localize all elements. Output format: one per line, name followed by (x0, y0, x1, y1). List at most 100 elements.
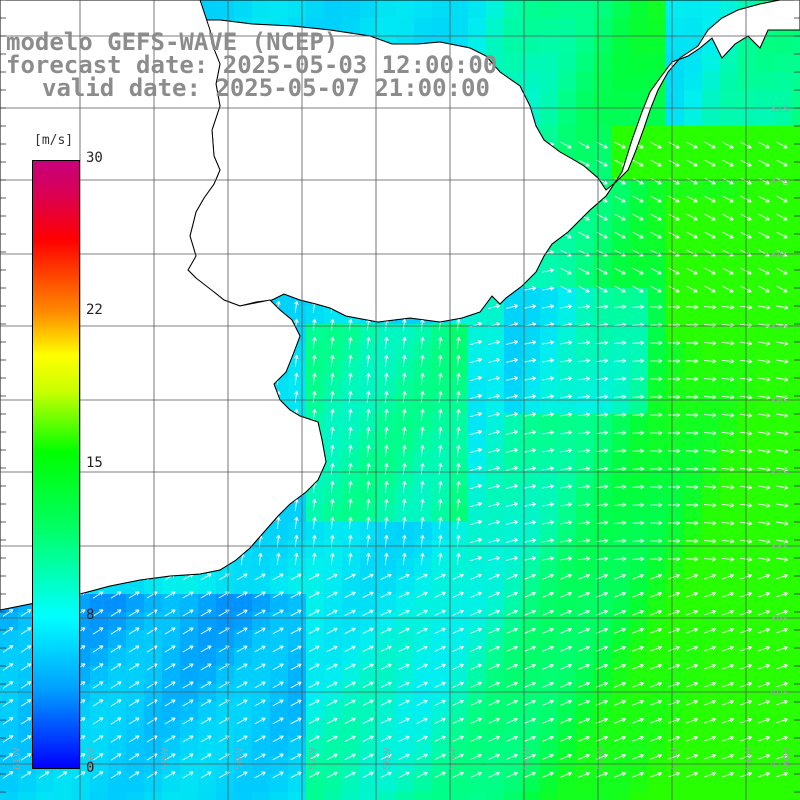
wind-speed-cell (612, 792, 630, 800)
wind-speed-cell (396, 684, 414, 702)
wind-speed-cell (450, 774, 468, 792)
wind-arrow (384, 516, 389, 530)
wind-speed-cell (774, 216, 792, 234)
wind-speed-cell (360, 324, 378, 342)
wind-arrow (384, 552, 389, 566)
wind-speed-cell (522, 306, 540, 324)
wind-speed-cell (666, 504, 684, 522)
wind-speed-cell (594, 738, 612, 756)
wind-speed-cell (378, 486, 396, 504)
wind-speed-cell (306, 522, 324, 540)
wind-speed-cell (360, 450, 378, 468)
wind-speed-cell (306, 0, 324, 18)
wind-speed-cell (648, 450, 666, 468)
wind-arrow (758, 573, 771, 580)
wind-arrow (200, 771, 212, 779)
latitude-label: 38S (770, 542, 789, 553)
wind-arrow (434, 627, 446, 634)
wind-arrow (560, 141, 572, 149)
wind-speed-cell (342, 18, 360, 36)
wind-arrow (542, 430, 555, 435)
wind-speed-cell (468, 522, 486, 540)
wind-speed-cell (126, 702, 144, 720)
wind-arrow (326, 753, 338, 761)
wind-speed-cell (450, 684, 468, 702)
longitude-label: 58W (234, 747, 245, 770)
wind-speed-cell (414, 702, 432, 720)
wind-speed-cell (720, 702, 738, 720)
wind-speed-cell (702, 360, 720, 378)
wind-speed-cell (612, 360, 630, 378)
wind-arrow (456, 552, 461, 566)
wind-speed-cell (792, 324, 800, 342)
wind-arrow (294, 516, 299, 530)
wind-speed-cell (792, 288, 800, 306)
wind-speed-cell (18, 666, 36, 684)
wind-speed-cell (702, 342, 720, 360)
wind-arrow (703, 466, 717, 472)
wind-speed-cell (774, 90, 792, 108)
wind-speed-cell (774, 468, 792, 486)
wind-speed-cell (270, 522, 288, 540)
wind-speed-cell (720, 504, 738, 522)
wind-speed-cell (342, 0, 360, 18)
wind-arrow (704, 753, 717, 760)
wind-arrow (560, 556, 573, 561)
wind-arrow (416, 771, 428, 779)
wind-arrow (470, 394, 483, 400)
wind-speed-cell (414, 792, 432, 800)
wind-speed-cell (774, 522, 792, 540)
wind-speed-cell (540, 54, 558, 72)
wind-speed-cell (522, 396, 540, 414)
wind-speed-cell (738, 630, 756, 648)
wind-speed-cell (378, 342, 396, 360)
wind-arrow (362, 717, 374, 725)
wind-speed-cell (432, 450, 450, 468)
wind-speed-cell (396, 522, 414, 540)
wind-speed-cell (468, 396, 486, 414)
wind-arrow (402, 462, 407, 476)
wind-arrow (506, 717, 518, 724)
wind-arrow (614, 753, 626, 760)
wind-speed-cell (252, 720, 270, 738)
wind-arrow (290, 717, 302, 725)
wind-speed-cell (576, 576, 594, 594)
wind-arrow (667, 448, 681, 454)
wind-speed-cell (288, 648, 306, 666)
wind-speed-cell (612, 270, 630, 288)
wind-speed-cell (450, 702, 468, 720)
wind-arrow (110, 771, 122, 779)
wind-speed-cell (702, 162, 720, 180)
wind-speed-cell (666, 450, 684, 468)
wind-arrow (776, 771, 789, 778)
wind-arrow (384, 534, 389, 548)
wind-speed-cell (288, 522, 306, 540)
wind-speed-cell (162, 738, 180, 756)
wind-speed-cell (576, 36, 594, 54)
wind-arrow (488, 394, 501, 399)
wind-arrow (613, 358, 627, 364)
wind-arrow (326, 699, 338, 707)
wind-speed-cell (252, 702, 270, 720)
wind-speed-cell (612, 180, 630, 198)
wind-speed-cell (432, 666, 450, 684)
wind-speed-cell (756, 648, 774, 666)
wind-speed-cell (288, 756, 306, 774)
wind-speed-cell (648, 180, 666, 198)
wind-speed-cell (684, 162, 702, 180)
wind-arrow (330, 426, 335, 440)
wind-arrow (164, 771, 176, 779)
wind-arrow (312, 336, 317, 350)
wind-arrow (542, 699, 554, 706)
wind-speed-cell (504, 432, 522, 450)
wind-speed-cell (612, 666, 630, 684)
wind-arrow (667, 502, 681, 508)
wind-speed-cell (630, 90, 648, 108)
wind-speed-cell (774, 396, 792, 414)
latitude-label: 35S (770, 322, 789, 333)
wind-arrow (560, 699, 572, 706)
wind-speed-cell (702, 504, 720, 522)
wind-arrow (384, 480, 389, 494)
wind-speed-cell (594, 216, 612, 234)
wind-arrow (326, 573, 338, 581)
